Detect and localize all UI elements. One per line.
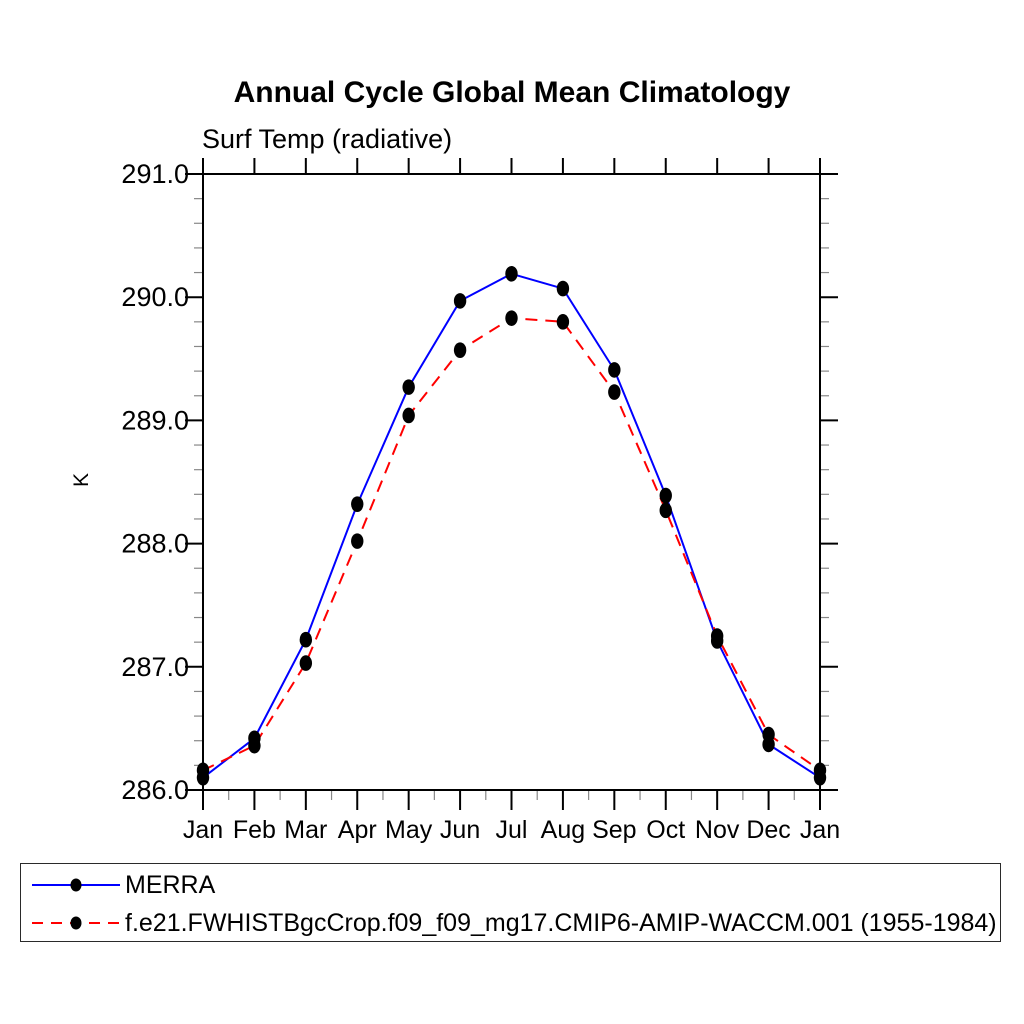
data-point-model bbox=[556, 314, 570, 330]
data-point-model bbox=[762, 726, 775, 743]
legend-marker-dot bbox=[70, 916, 82, 930]
x-tick-label: Aug bbox=[541, 816, 585, 844]
x-tick-label: Jan bbox=[800, 816, 840, 844]
data-point-merra bbox=[556, 280, 570, 297]
data-point-merra bbox=[659, 487, 672, 504]
x-tick-label: Jul bbox=[496, 816, 528, 844]
data-point-model bbox=[710, 628, 724, 644]
data-point-model bbox=[299, 655, 313, 671]
x-tick-label: Feb bbox=[233, 816, 276, 844]
data-point-model bbox=[196, 762, 210, 779]
legend-entry-merra: MERRA bbox=[29, 869, 215, 901]
plot-frame bbox=[202, 173, 821, 791]
y-tick-label: 289.0 bbox=[121, 405, 189, 435]
data-point-model bbox=[608, 384, 621, 400]
data-point-model bbox=[453, 342, 467, 358]
data-point-model bbox=[402, 407, 415, 424]
x-tick-label: Dec bbox=[746, 816, 790, 844]
data-point-model bbox=[659, 502, 672, 519]
data-point-merra bbox=[351, 496, 364, 512]
x-tick-label: Oct bbox=[646, 816, 685, 844]
legend-sample-model bbox=[32, 916, 120, 930]
chart-subtitle: Surf Temp (radiative) bbox=[202, 124, 453, 154]
data-point-merra bbox=[299, 631, 313, 648]
legend-box: MERRA f.e21.FWHISTBgcCrop.f09_f09_mg17.C… bbox=[20, 863, 1001, 942]
data-point-merra bbox=[505, 265, 518, 282]
chart-title: Annual Cycle Global Mean Climatology bbox=[233, 76, 791, 109]
data-point-merra bbox=[402, 379, 415, 395]
series-line-model bbox=[202, 317, 821, 772]
x-tick-label: Mar bbox=[284, 816, 327, 844]
x-tick-label: Apr bbox=[338, 816, 377, 844]
x-tick-label: Jun bbox=[440, 816, 480, 844]
x-tick-label: May bbox=[385, 816, 433, 844]
legend-sample-merra bbox=[32, 878, 120, 892]
data-point-model bbox=[351, 533, 364, 549]
data-point-model bbox=[813, 762, 827, 779]
series-line-merra bbox=[202, 272, 821, 779]
data-point-model bbox=[248, 737, 261, 754]
legend-marker-dot bbox=[70, 878, 82, 892]
data-point-model bbox=[505, 310, 518, 326]
x-tick-label: Jan bbox=[183, 816, 223, 844]
legend-entry-model: f.e21.FWHISTBgcCrop.f09_f09_mg17.CMIP6-A… bbox=[29, 907, 997, 939]
y-tick-label: 286.0 bbox=[121, 775, 189, 805]
data-point-merra bbox=[608, 362, 621, 378]
legend-label-merra: MERRA bbox=[125, 870, 216, 899]
y-tick-label: 287.0 bbox=[121, 652, 189, 682]
legend-label-model: f.e21.FWHISTBgcCrop.f09_f09_mg17.CMIP6-A… bbox=[125, 908, 997, 937]
x-tick-label: Sep bbox=[592, 816, 636, 844]
x-tick-label: Nov bbox=[695, 816, 740, 844]
y-tick-label: 291.0 bbox=[121, 159, 189, 189]
y-tick-label: 290.0 bbox=[121, 282, 189, 312]
data-point-merra bbox=[453, 293, 467, 309]
y-tick-label: 288.0 bbox=[121, 529, 189, 559]
